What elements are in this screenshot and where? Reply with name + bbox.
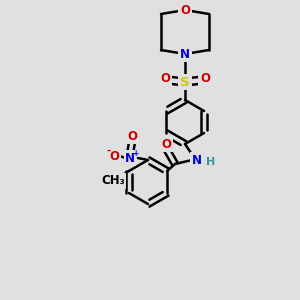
Text: O: O — [180, 4, 190, 16]
Text: O: O — [160, 73, 170, 85]
Text: O: O — [161, 137, 171, 151]
Text: CH₃: CH₃ — [101, 175, 125, 188]
Text: +: + — [132, 148, 138, 158]
Text: H: H — [206, 157, 215, 167]
Text: N: N — [125, 152, 135, 164]
Text: S: S — [180, 76, 190, 88]
Text: N: N — [180, 47, 190, 61]
Text: O: O — [127, 130, 137, 142]
Text: -: - — [107, 146, 111, 156]
Text: N: N — [192, 154, 202, 166]
Text: O: O — [200, 73, 210, 85]
Text: O: O — [109, 149, 119, 163]
